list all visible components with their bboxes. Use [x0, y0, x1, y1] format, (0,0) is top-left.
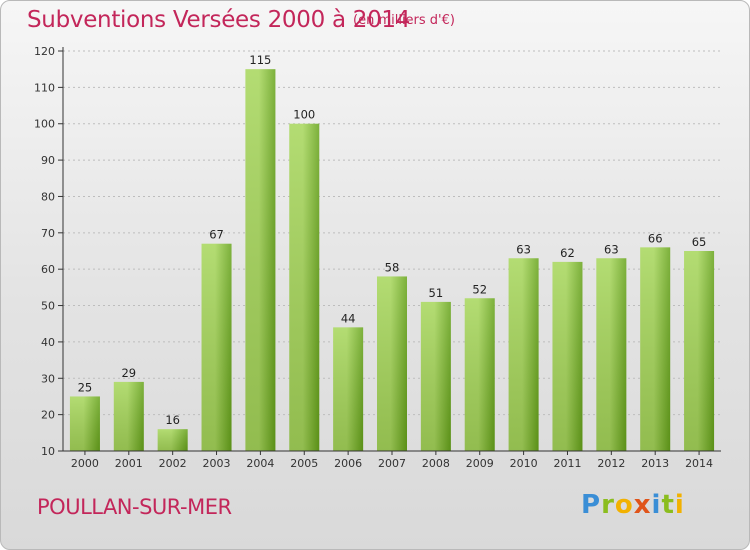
data-label: 66 [648, 231, 663, 245]
y-tick-label: 50 [41, 300, 55, 313]
y-tick-label: 70 [41, 227, 55, 240]
chart-title: Subventions Versées 2000 à 2014 [27, 7, 411, 33]
data-label: 25 [78, 380, 93, 394]
logo-letter: r [601, 490, 615, 520]
data-label: 67 [209, 228, 224, 242]
bar-shade [640, 247, 671, 451]
bar-shade [157, 429, 188, 451]
bar-shade [508, 258, 539, 451]
logo-letter: i [674, 490, 685, 520]
bar-shade [684, 251, 715, 451]
bar-shade [377, 276, 407, 451]
data-label: 65 [692, 235, 707, 249]
bar-shade [464, 298, 495, 451]
x-tick-label: 2010 [510, 457, 538, 470]
y-tick-label: 40 [41, 336, 55, 349]
y-tick-label: 80 [41, 190, 55, 203]
proxiti-logo: Proxiti [581, 490, 685, 520]
data-label: 29 [121, 366, 136, 380]
bar-shade [333, 327, 364, 451]
x-tick-label: 2011 [553, 457, 581, 470]
bar-shade [113, 381, 144, 451]
y-tick-label: 10 [41, 445, 55, 458]
chart-subtitle: (en milliers d'€) [353, 13, 455, 28]
data-label: 100 [293, 108, 315, 122]
data-label: 16 [165, 413, 180, 427]
x-tick-label: 2008 [422, 457, 450, 470]
bar-shade [596, 258, 627, 451]
data-label: 115 [249, 53, 271, 67]
x-tick-label: 2000 [71, 457, 99, 470]
x-tick-label: 2003 [203, 457, 231, 470]
y-tick-label: 110 [34, 81, 55, 94]
data-label: 44 [341, 311, 356, 325]
x-tick-label: 2009 [466, 457, 494, 470]
x-tick-label: 2002 [159, 457, 187, 470]
commune-name: POULLAN-SUR-MER [37, 495, 232, 519]
x-tick-label: 2005 [290, 457, 318, 470]
data-label: 52 [472, 282, 487, 296]
logo-letter: o [614, 490, 634, 520]
x-tick-label: 2007 [378, 457, 406, 470]
y-tick-label: 30 [41, 372, 55, 385]
bar-shade [69, 396, 100, 451]
x-tick-label: 2006 [334, 457, 362, 470]
y-tick-label: 120 [34, 45, 55, 58]
x-tick-label: 2012 [597, 457, 625, 470]
logo-letter: P [581, 490, 602, 520]
x-tick-label: 2001 [115, 457, 143, 470]
logo-letter: x [633, 490, 652, 520]
y-tick-label: 90 [41, 154, 55, 167]
bar-shade [289, 123, 320, 452]
data-label: 63 [516, 242, 531, 256]
y-tick-label: 20 [41, 409, 55, 422]
y-tick-label: 100 [34, 118, 55, 131]
bar-shade [245, 69, 276, 451]
bar-shade [420, 301, 451, 451]
x-tick-label: 2014 [685, 457, 713, 470]
data-label: 58 [385, 260, 400, 274]
data-label: 63 [604, 242, 619, 256]
bar-shade [552, 261, 583, 451]
y-tick-label: 60 [41, 263, 55, 276]
bar-shade [201, 243, 232, 451]
logo-letter: t [661, 490, 675, 520]
data-label: 51 [429, 286, 444, 300]
x-tick-label: 2013 [641, 457, 669, 470]
data-label: 62 [560, 246, 575, 260]
logo-letter: i [651, 490, 662, 520]
x-tick-label: 2004 [246, 457, 274, 470]
